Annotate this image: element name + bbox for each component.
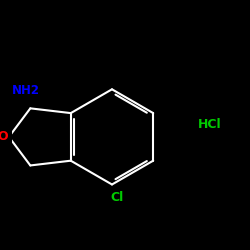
Text: Cl: Cl — [110, 191, 123, 204]
Text: O: O — [0, 130, 8, 143]
Text: NH2: NH2 — [12, 84, 40, 97]
Text: HCl: HCl — [198, 118, 221, 132]
